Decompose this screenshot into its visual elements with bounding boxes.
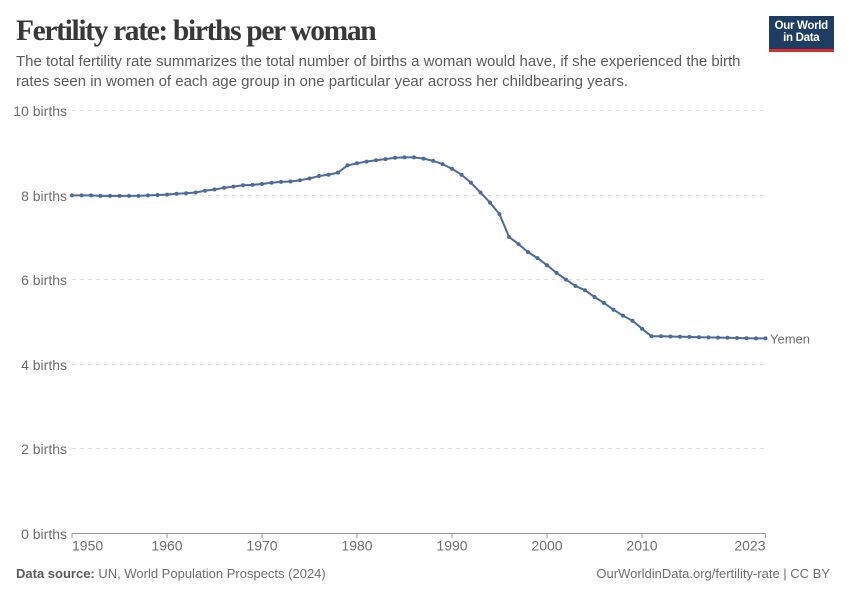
svg-text:2 births: 2 births	[21, 441, 67, 457]
svg-text:1980: 1980	[341, 538, 372, 554]
svg-text:4 births: 4 births	[21, 357, 67, 373]
svg-text:1990: 1990	[436, 538, 467, 554]
svg-text:2010: 2010	[626, 538, 657, 554]
svg-text:8 births: 8 births	[21, 188, 67, 204]
svg-text:2000: 2000	[531, 538, 562, 554]
svg-text:6 births: 6 births	[21, 272, 67, 288]
svg-text:0 births: 0 births	[21, 526, 67, 542]
svg-text:1960: 1960	[151, 538, 182, 554]
svg-text:1970: 1970	[246, 538, 277, 554]
svg-text:10 births: 10 births	[13, 103, 67, 119]
svg-text:1950: 1950	[72, 538, 103, 554]
svg-text:2023: 2023	[734, 538, 765, 554]
svg-text:Yemen: Yemen	[770, 331, 810, 346]
